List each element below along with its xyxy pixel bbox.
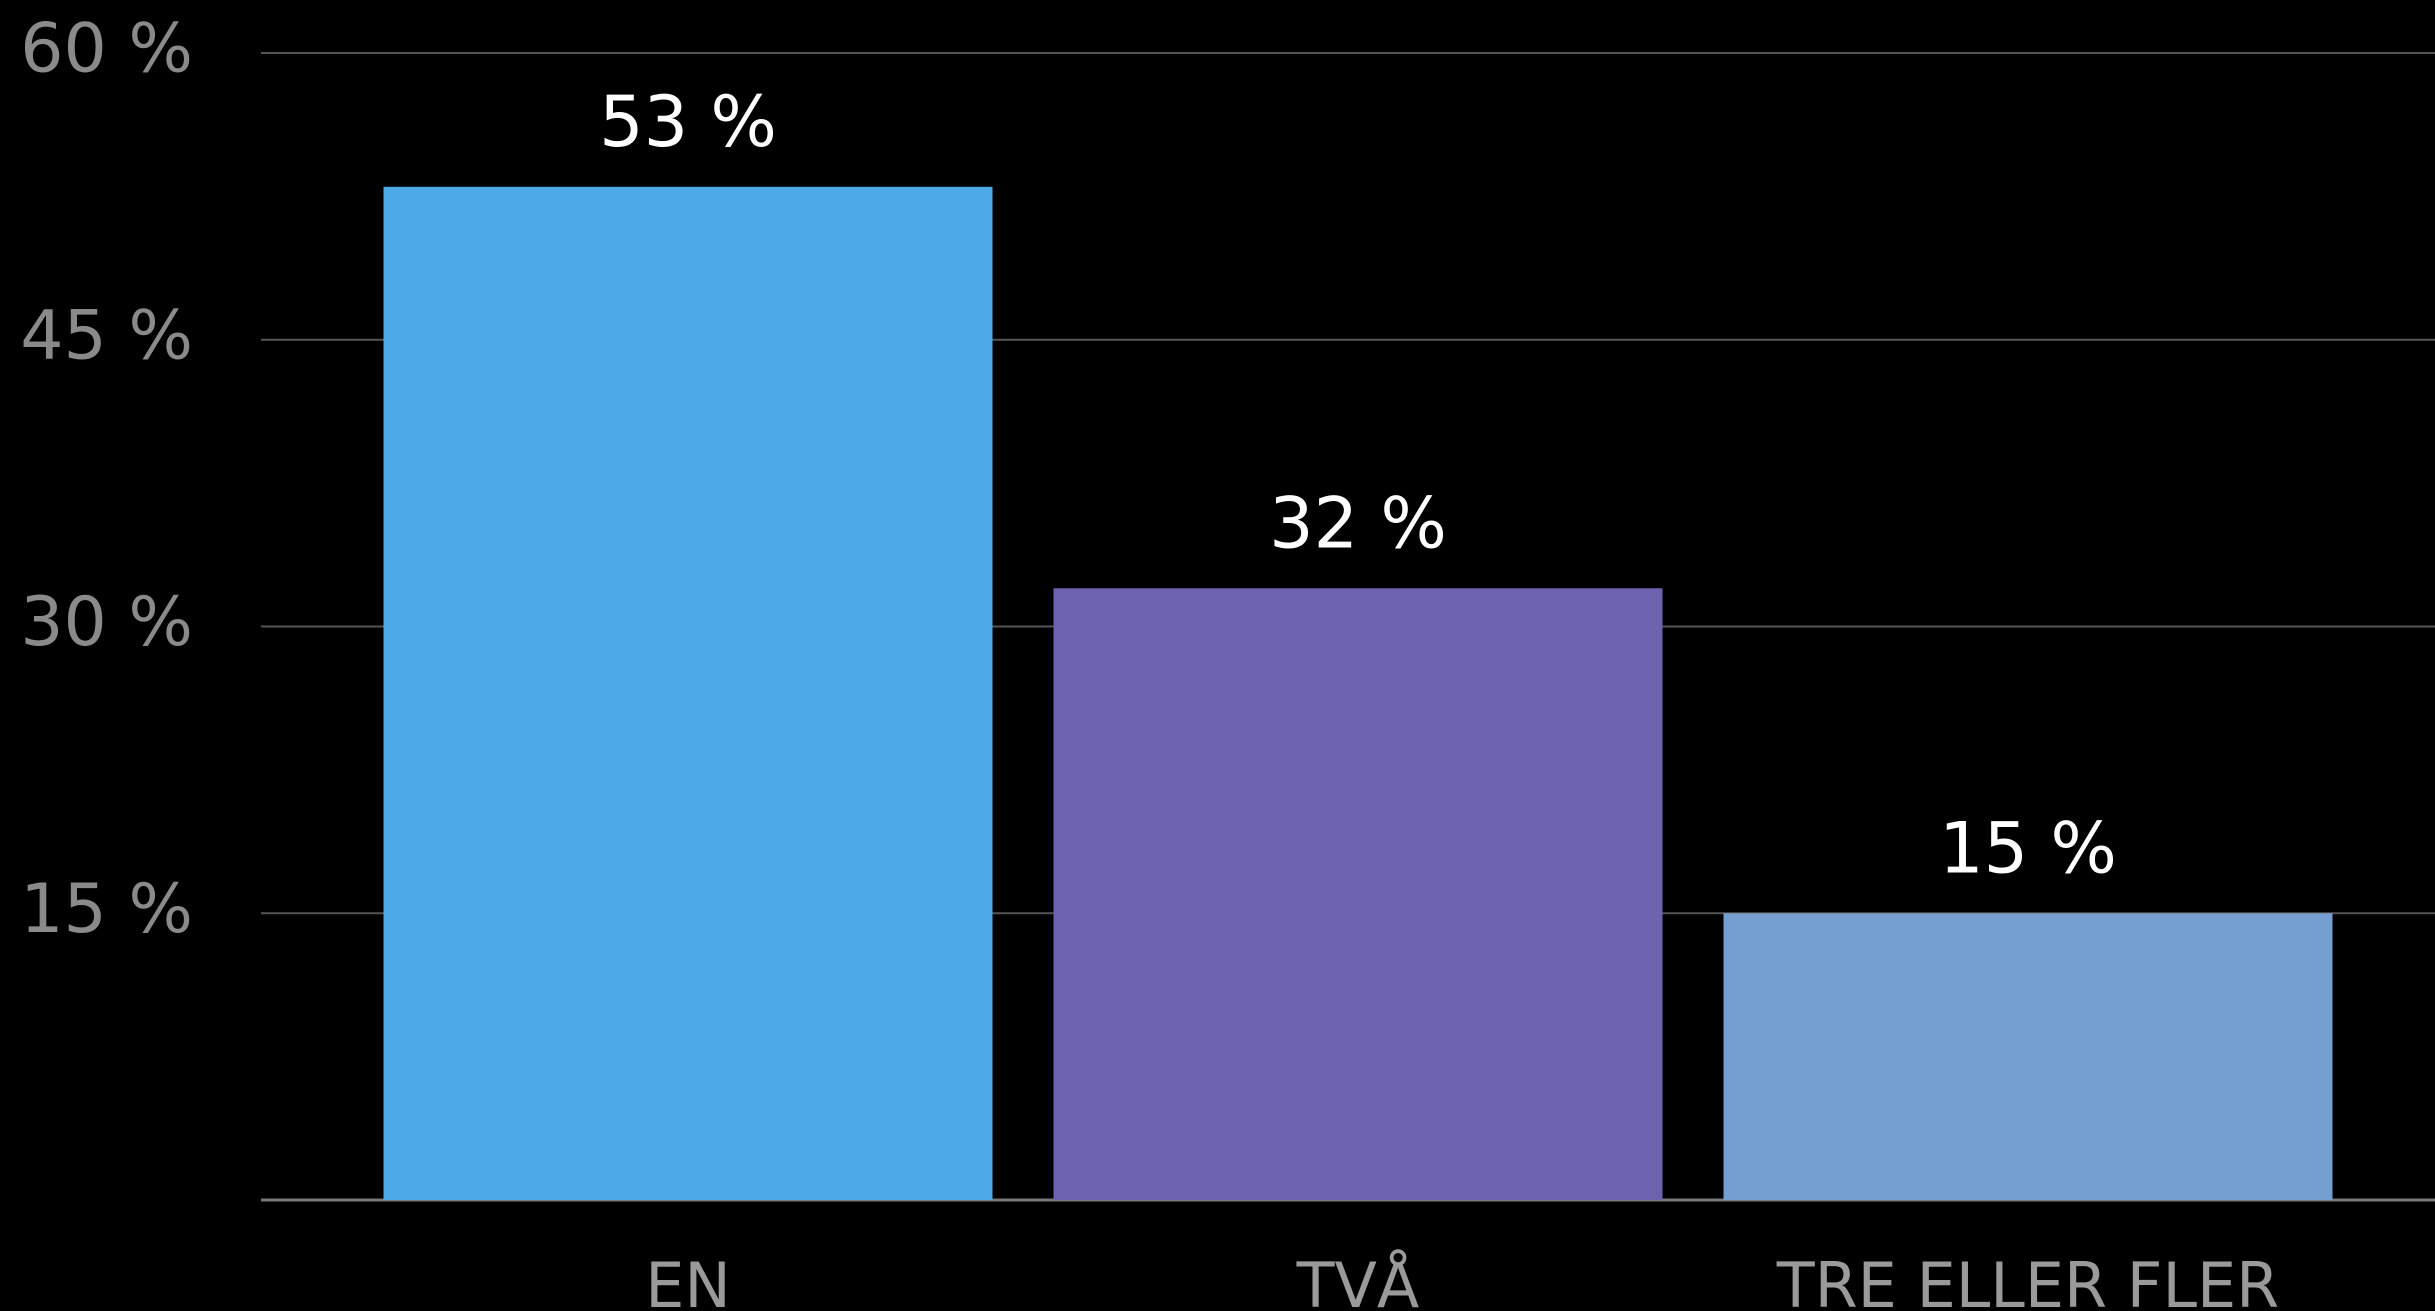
value-label: 32 % <box>1269 482 1447 564</box>
y-tick-label: 60 % <box>20 10 193 89</box>
bar <box>1053 588 1663 1200</box>
bar <box>383 186 993 1201</box>
x-tick-label: TVÅ <box>1296 1249 1420 1311</box>
y-tick-label: 30 % <box>20 583 193 662</box>
bar <box>1723 913 2333 1200</box>
value-label: 53 % <box>599 81 777 163</box>
y-tick-label: 45 % <box>20 296 193 375</box>
x-tick-label: EN <box>645 1249 731 1311</box>
value-label: 15 % <box>1939 807 2117 889</box>
x-tick-label: TRE ELLER FLER <box>1776 1249 2280 1311</box>
y-tick-label: 15 % <box>20 870 193 949</box>
